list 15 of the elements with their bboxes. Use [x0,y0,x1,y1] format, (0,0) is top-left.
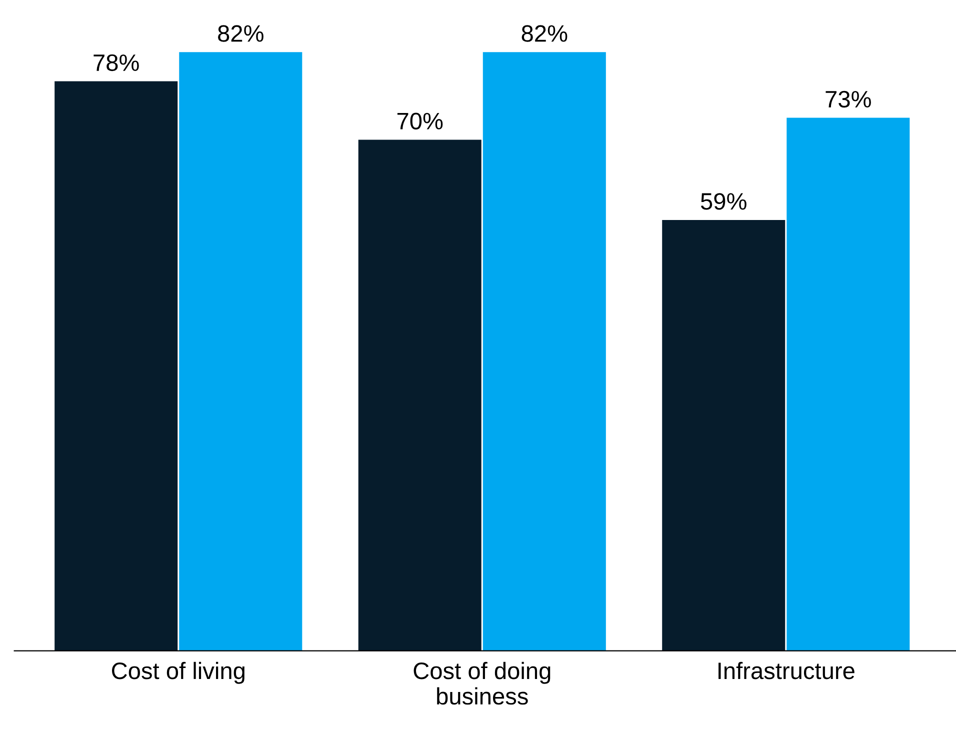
data-label: 70% [397,112,443,130]
bar [482,52,606,651]
data-label: 78% [94,54,139,72]
data-label: 82% [522,25,568,42]
bar [54,81,178,651]
x-tick-label: Cost of living [112,662,244,684]
bar [179,52,302,651]
bar [786,118,910,651]
bar [662,220,786,651]
data-label: 59% [700,193,746,210]
data-label: 73% [826,90,871,108]
data-label: 82% [218,25,264,42]
x-tick-label: Cost of doing business [414,662,550,705]
x-tick-label: Infrastructure [718,662,854,680]
bar [358,140,482,651]
